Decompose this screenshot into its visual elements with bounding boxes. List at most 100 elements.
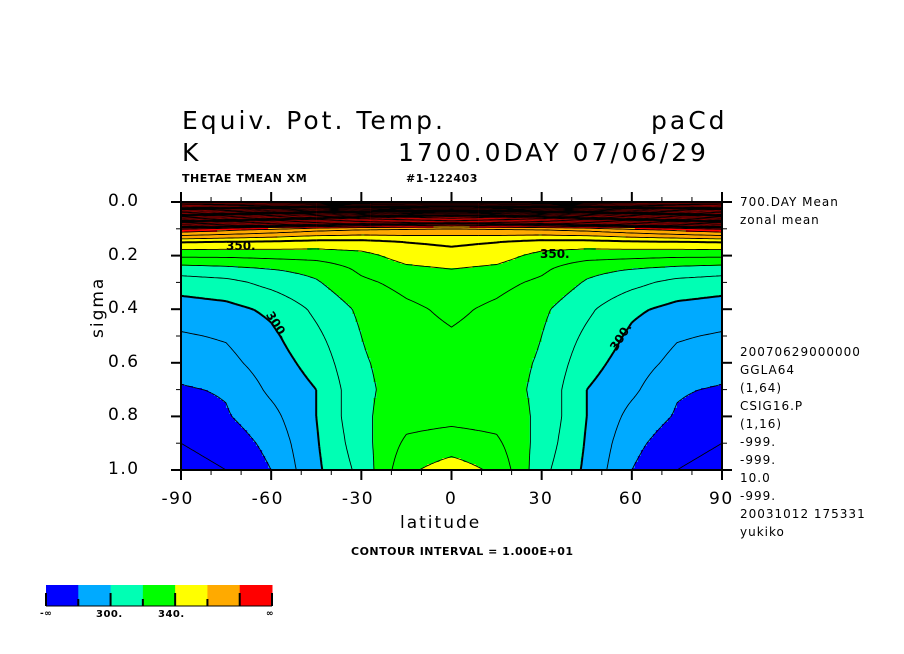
contour-fill-cell [181, 372, 305, 375]
contour-fill-cell [319, 436, 374, 439]
contour-fill-cell [661, 426, 723, 429]
contour-fill-cell [586, 428, 660, 431]
contour-fill-cell [319, 248, 585, 251]
contour-fill-cell [373, 376, 531, 379]
contour-fill-cell [202, 388, 317, 391]
contour-fill-cell [283, 342, 365, 345]
contour-fill-cell [550, 312, 645, 315]
x-tick-label: 90 [709, 489, 734, 509]
contour-fill-cell [355, 318, 549, 321]
contour-fill-cell [583, 442, 648, 445]
contour-fill-cell [634, 228, 723, 231]
contour-fill-cell [529, 398, 588, 401]
contour-fill-cell [265, 456, 320, 459]
colorbar-label-max: ∞ [266, 609, 274, 619]
contour-fill-cell [526, 384, 591, 387]
side-info-line: -999. [740, 435, 777, 449]
contour-fill-cell [181, 308, 254, 311]
contour-fill-cell [181, 458, 266, 461]
contour-fill-cell [253, 438, 320, 441]
contour-fill-cell [316, 392, 377, 395]
contour-line-320 [181, 264, 722, 471]
contour-fill-cell [181, 350, 290, 353]
contour-fill-cell [373, 380, 531, 383]
side-info-line: 20031012 175331 [740, 507, 866, 521]
contour-fill-cell [181, 396, 218, 399]
contour-fill-cell [592, 276, 723, 279]
contour-fill-cell [181, 334, 281, 337]
contour-fill-cell [583, 452, 642, 455]
contour-fill-cell [328, 286, 576, 289]
contour-fill-cell [370, 366, 534, 369]
contour-fill-cell [571, 290, 723, 293]
colorbar-label-300: 300. [96, 609, 123, 620]
contour-fill-cell [280, 334, 362, 337]
contour-fill-cell [472, 266, 666, 269]
contour-fill-cell [376, 388, 528, 391]
contour-fill-cell [277, 330, 362, 333]
contour-fill-cell [373, 370, 531, 373]
contour-fill-cell [226, 404, 317, 407]
contour-fill-cell [346, 302, 558, 305]
contour-fill-cell [181, 404, 227, 407]
contour-fill-cell [607, 362, 723, 365]
contour-fill-cell [301, 368, 374, 371]
contour-fill-cell [181, 446, 260, 449]
contour-fill-cell [541, 340, 621, 343]
contour-fill-cell [529, 368, 603, 371]
contour-fill-cell [247, 432, 320, 435]
contour-fill-cell [547, 316, 639, 319]
contour-line-370 [180, 228, 723, 236]
contour-fill-cell [310, 380, 374, 383]
contour-fill-cell [181, 316, 266, 319]
contour-fill-cell [640, 452, 723, 455]
contour-fill-cell [634, 462, 723, 465]
contour-fill-cell [364, 344, 540, 347]
contour-fill-cell [256, 310, 353, 313]
contour-fill-cell [181, 400, 224, 403]
contour-fill-cell [355, 320, 549, 323]
contour-fill-cell [316, 428, 374, 431]
contour-fill-cell [526, 394, 588, 397]
contour-fill-cell [316, 408, 374, 411]
contour-fill-cell [694, 298, 723, 301]
contour-fill-cell [316, 390, 377, 393]
contour-fill-cell [313, 386, 377, 389]
contour-fill-cell [181, 290, 332, 293]
contour-fill-cell [211, 392, 317, 395]
contour-line-400 [180, 222, 723, 229]
contour-fill-cell [583, 454, 642, 457]
contour-fill-cell [322, 466, 374, 469]
colorbar-swatch [110, 585, 144, 606]
contour-fill-cell [379, 254, 525, 257]
contour-fill-cell [181, 260, 395, 263]
contour-fill-cell [586, 408, 675, 411]
contour-fill-cell [319, 280, 585, 283]
contour-fill-cell [181, 414, 233, 417]
run-id: #1-122403 [406, 172, 478, 185]
contour-fill-cell [355, 316, 549, 319]
contour-fill-cell [313, 384, 377, 387]
side-info-line: 10.0 [740, 471, 771, 485]
contour-fill-cell [586, 412, 675, 415]
contour-fill-cell [181, 456, 266, 459]
contour-fill-cell [259, 448, 320, 451]
contour-fill-cell [517, 256, 723, 259]
contour-fill-cell [631, 268, 723, 271]
contour-fill-cell [301, 370, 374, 373]
contour-fill-cell [538, 346, 618, 349]
contour-fill-cell [232, 414, 317, 417]
contour-fill-cell [460, 458, 531, 461]
contour-fill-cell [295, 360, 371, 363]
contour-fill-cell [583, 440, 651, 443]
contour-fill-cell [427, 464, 477, 467]
contour-fill-cell [181, 346, 287, 349]
contour-fill-cell [283, 340, 362, 343]
contour-fill-cell [544, 328, 630, 331]
contour-fill-cell [679, 400, 723, 403]
contour-fill-cell [181, 312, 260, 315]
contour-fill-cell [181, 294, 338, 297]
contour-fill-cell [625, 332, 723, 335]
contour-fill-cell [622, 334, 723, 337]
contour-fill-cell [229, 410, 317, 413]
